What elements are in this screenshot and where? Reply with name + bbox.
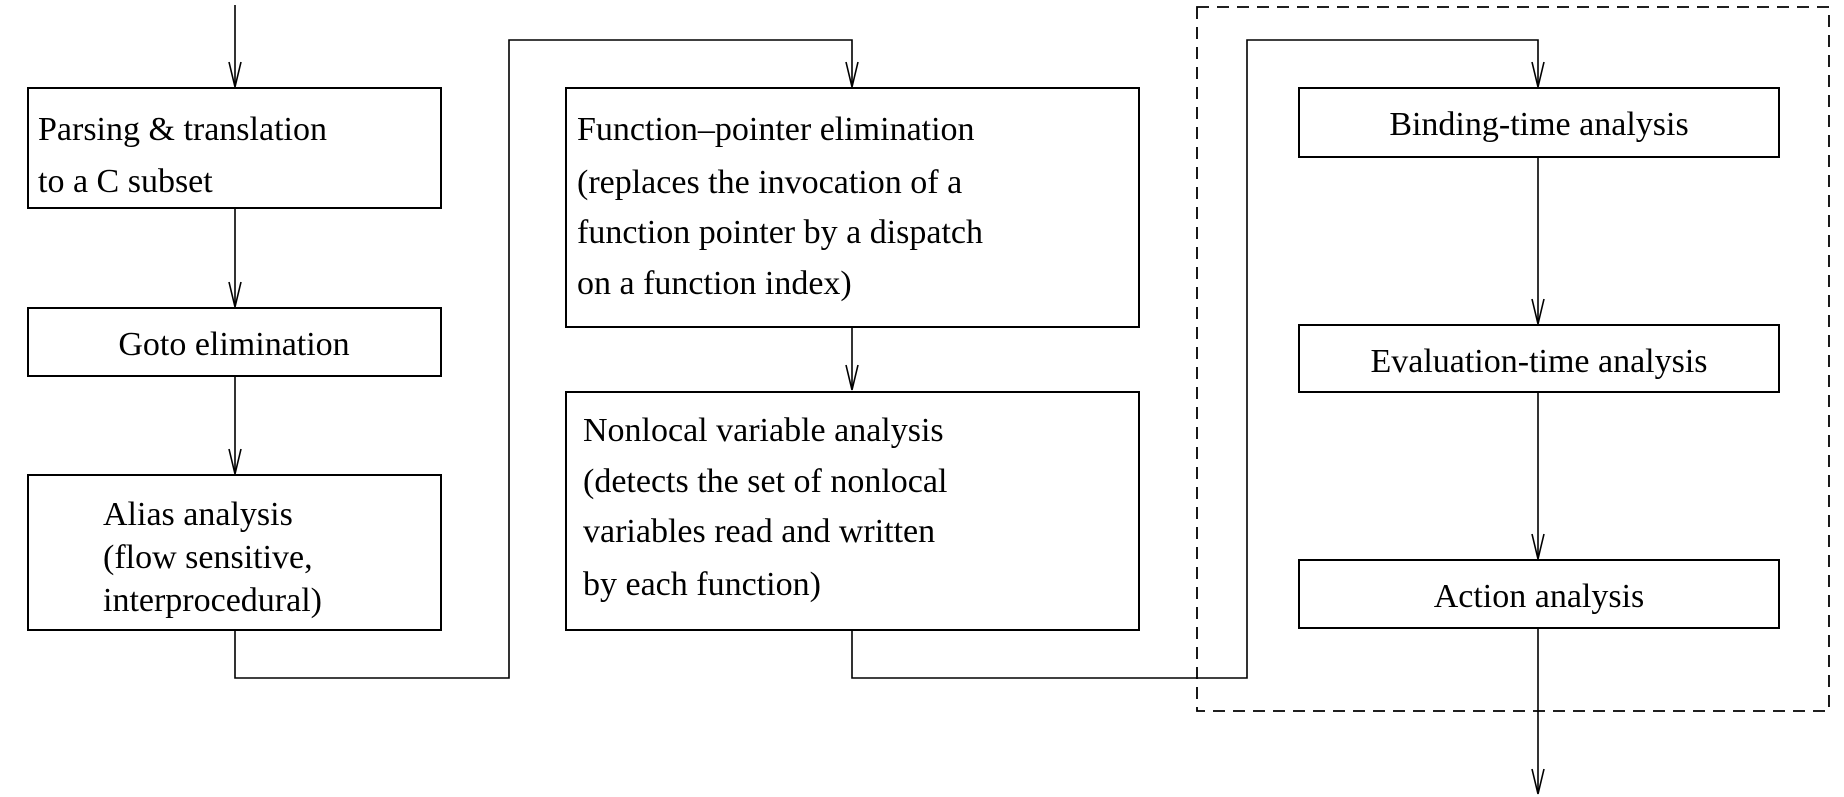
box-nonlocal-line-1: Nonlocal variable analysis — [583, 412, 944, 449]
box-funcptr-line-1: Function–pointer elimination — [577, 111, 975, 148]
box-funcptr-line-4: on a function index) — [577, 265, 852, 302]
analysis-group-dashed-region — [1196, 6, 1830, 712]
svg-text:Goto elimination: Goto elimination — [118, 326, 349, 363]
box-evaluation-time-analysis: Evaluation-time analysis — [1298, 324, 1780, 393]
svg-text:Evaluation-time analysis: Evaluation-time analysis — [1370, 343, 1707, 380]
box-parsing: Parsing & translation to a C subset — [27, 87, 442, 209]
box-action-analysis: Action analysis — [1298, 559, 1780, 629]
svg-text:Nonlocal variable analysis: Nonlocal variable analysis — [583, 412, 944, 449]
svg-text:Binding-time analysis: Binding-time analysis — [1389, 106, 1688, 143]
svg-text:(replaces the invocation of a: (replaces the invocation of a — [577, 164, 962, 201]
box-goto: Goto elimination — [27, 307, 442, 377]
box-parsing-line-2: to a C subset — [38, 163, 213, 200]
box-alias-line-2: (flow sensitive, — [103, 539, 313, 576]
svg-text:function pointer by a dispatch: function pointer by a dispatch — [577, 214, 983, 251]
box-funcptr-line-3: function pointer by a dispatch — [577, 214, 983, 251]
svg-text:Function–pointer elimination: Function–pointer elimination — [577, 111, 975, 148]
arrowhead-exit — [1531, 768, 1545, 795]
box-evaluation-line-1: Evaluation-time analysis — [1370, 343, 1707, 380]
box-alias-line-3: interprocedural) — [103, 582, 322, 619]
svg-text:(flow sensitive,: (flow sensitive, — [103, 539, 313, 576]
box-parsing-line-1: Parsing & translation — [38, 111, 327, 148]
box-nonlocal-line-3: variables read and written — [583, 513, 935, 550]
svg-text:interprocedural): interprocedural) — [103, 582, 322, 619]
arrow-nonlocal-to-binding — [851, 39, 1539, 679]
arrowhead-nonlocal — [845, 364, 859, 391]
svg-text:Parsing & translation: Parsing & translation — [38, 111, 327, 148]
svg-text:on a function index): on a function index) — [577, 265, 852, 302]
svg-text:to a C subset: to a C subset — [38, 163, 213, 200]
svg-text:by each function): by each function) — [583, 566, 821, 603]
arrow-alias-to-funcptr — [234, 39, 853, 679]
box-alias: Alias analysis (flow sensitive, interpro… — [27, 474, 442, 631]
box-binding-time-analysis: Binding-time analysis — [1298, 87, 1780, 158]
svg-text:Action analysis: Action analysis — [1434, 578, 1645, 615]
svg-text:(detects the set of nonlocal: (detects the set of nonlocal — [583, 463, 947, 500]
box-nonlocal-line-4: by each function) — [583, 566, 821, 603]
box-nonlocal-line-2: (detects the set of nonlocal — [583, 463, 947, 500]
box-function-pointer-elimination: Function–pointer elimination (replaces t… — [565, 87, 1140, 328]
box-binding-line-1: Binding-time analysis — [1389, 106, 1688, 143]
box-alias-line-1: Alias analysis — [103, 496, 293, 533]
svg-text:Alias analysis: Alias analysis — [103, 496, 293, 533]
box-goto-line-1: Goto elimination — [118, 326, 349, 363]
box-action-line-1: Action analysis — [1434, 578, 1645, 615]
box-funcptr-line-2: (replaces the invocation of a — [577, 164, 962, 201]
box-nonlocal-variable-analysis: Nonlocal variable analysis (detects the … — [565, 391, 1140, 631]
svg-text:variables read and written: variables read and written — [583, 513, 935, 550]
